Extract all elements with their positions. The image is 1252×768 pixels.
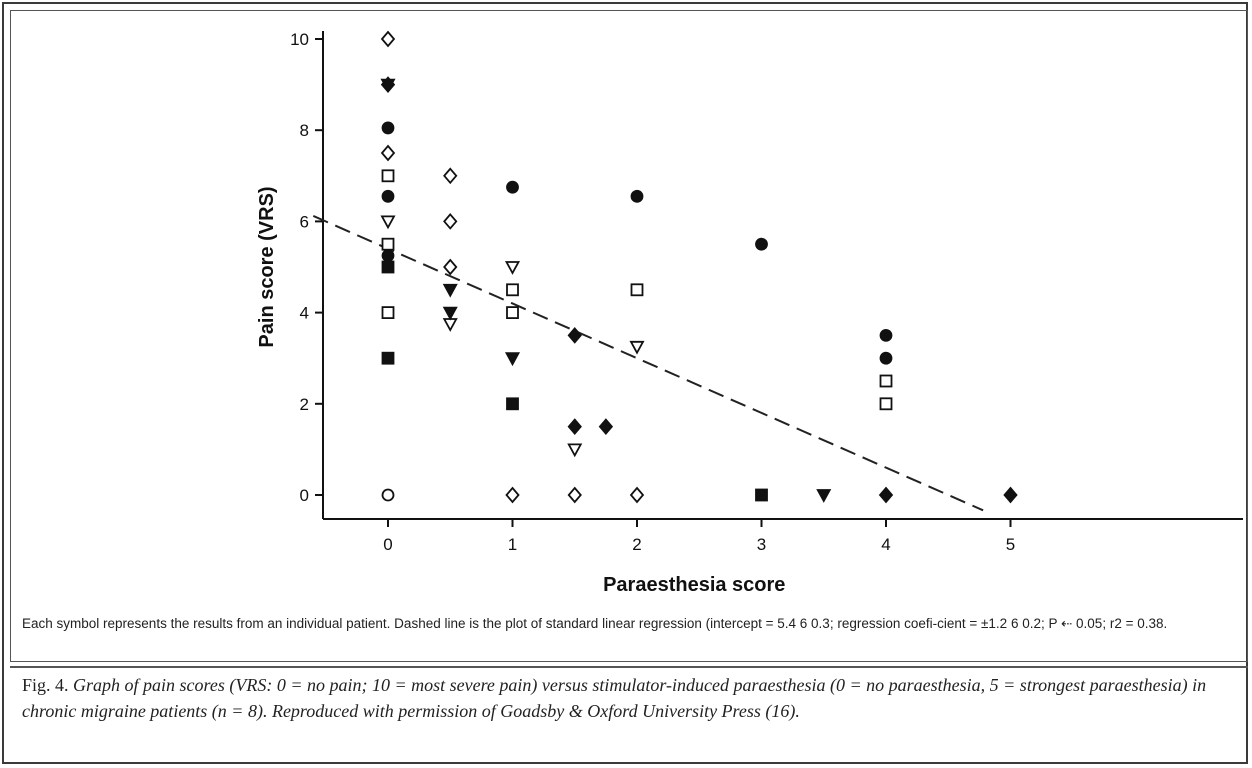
data-point-filled-circle: [879, 328, 893, 342]
data-point-open-square: [879, 374, 893, 388]
x-tick-label: 2: [632, 535, 641, 554]
data-point-open-square: [506, 306, 519, 320]
data-point-open-diamond: [567, 486, 582, 504]
x-tick-label: 1: [508, 535, 517, 554]
data-point-filled-diamond: [1003, 486, 1018, 504]
data-point-filled-diamond: [878, 486, 894, 504]
chart-footnote: Each symbol represents the results from …: [22, 616, 1168, 631]
data-point-filled-square: [381, 351, 395, 365]
data-point-open-triangle-down: [380, 215, 396, 230]
data-point-open-diamond: [443, 213, 458, 230]
data-point-open-square: [879, 397, 893, 411]
x-tick-label: 0: [383, 535, 392, 554]
data-point-filled-square: [506, 397, 519, 411]
data-point-open-triangle-down: [442, 318, 458, 332]
chart-panel: 0 2 4 6 8 10 0 1 2 3 4 5 Paraesthesia score Pain scor…: [10, 10, 1248, 662]
data-point-filled-square: [755, 488, 768, 502]
y-tick-label: 6: [300, 212, 309, 231]
data-point-open-diamond: [380, 30, 396, 48]
regression-line: [312, 215, 984, 512]
y-tick-label: 8: [300, 121, 309, 140]
caption-text: Graph of pain scores (VRS: 0 = no pain; …: [22, 675, 1207, 721]
data-point-filled-triangle-down: [504, 352, 521, 367]
y-tick-label: 10: [290, 30, 309, 49]
data-point-filled-circle: [755, 237, 768, 251]
figure-caption: Fig. 4. Graph of pain scores (VRS: 0 = n…: [22, 672, 1237, 724]
data-point-open-triangle-down: [629, 340, 645, 355]
caption-divider: [10, 666, 1248, 668]
data-point-filled-circle: [381, 249, 395, 263]
data-point-filled-triangle-down: [816, 489, 832, 503]
data-point-filled-triangle-down: [442, 283, 458, 298]
x-axis-label: Paraesthesia score: [603, 574, 785, 596]
y-tick-label: 2: [300, 395, 309, 414]
data-point-open-triangle-down: [504, 261, 521, 275]
x-tick-label: 5: [1006, 535, 1015, 554]
data-point-filled-diamond: [567, 327, 582, 344]
data-point-open-square: [506, 283, 519, 297]
data-point-open-square: [381, 169, 395, 183]
data-point-filled-circle: [381, 189, 395, 203]
data-point-open-square: [630, 283, 644, 297]
data-point-filled-triangle-down: [380, 78, 396, 93]
data-point-open-square: [381, 306, 395, 320]
data-point-filled-diamond: [598, 418, 614, 435]
data-point-filled-square: [381, 260, 395, 274]
data-point-filled-circle: [506, 180, 519, 194]
data-point-open-triangle-down: [567, 443, 583, 458]
data-point-filled-diamond: [567, 418, 582, 435]
x-tick-label: 3: [757, 535, 766, 554]
data-point-open-diamond: [443, 258, 458, 276]
data-point-open-circle: [381, 488, 395, 502]
scatter-chart: 0 2 4 6 8 10 0 1 2 3 4 5 Paraesthesia score Pain scor…: [256, 30, 1243, 596]
y-tick-label: 0: [300, 486, 309, 505]
data-point-open-diamond: [505, 486, 520, 504]
data-point-open-square: [381, 237, 395, 251]
x-tick-label: 4: [881, 535, 890, 554]
data-point-filled-circle: [630, 189, 644, 203]
y-axis-label: Pain score (VRS): [256, 186, 278, 347]
data-point-filled-circle: [381, 121, 395, 135]
caption-label: Fig. 4.: [22, 675, 69, 695]
data-point-open-diamond: [443, 167, 458, 185]
y-tick-label: 4: [300, 304, 309, 323]
data-point-open-diamond: [629, 486, 645, 504]
data-point-filled-circle: [879, 351, 893, 365]
data-point-filled-triangle-down: [442, 306, 458, 321]
data-point-open-diamond: [380, 144, 396, 162]
